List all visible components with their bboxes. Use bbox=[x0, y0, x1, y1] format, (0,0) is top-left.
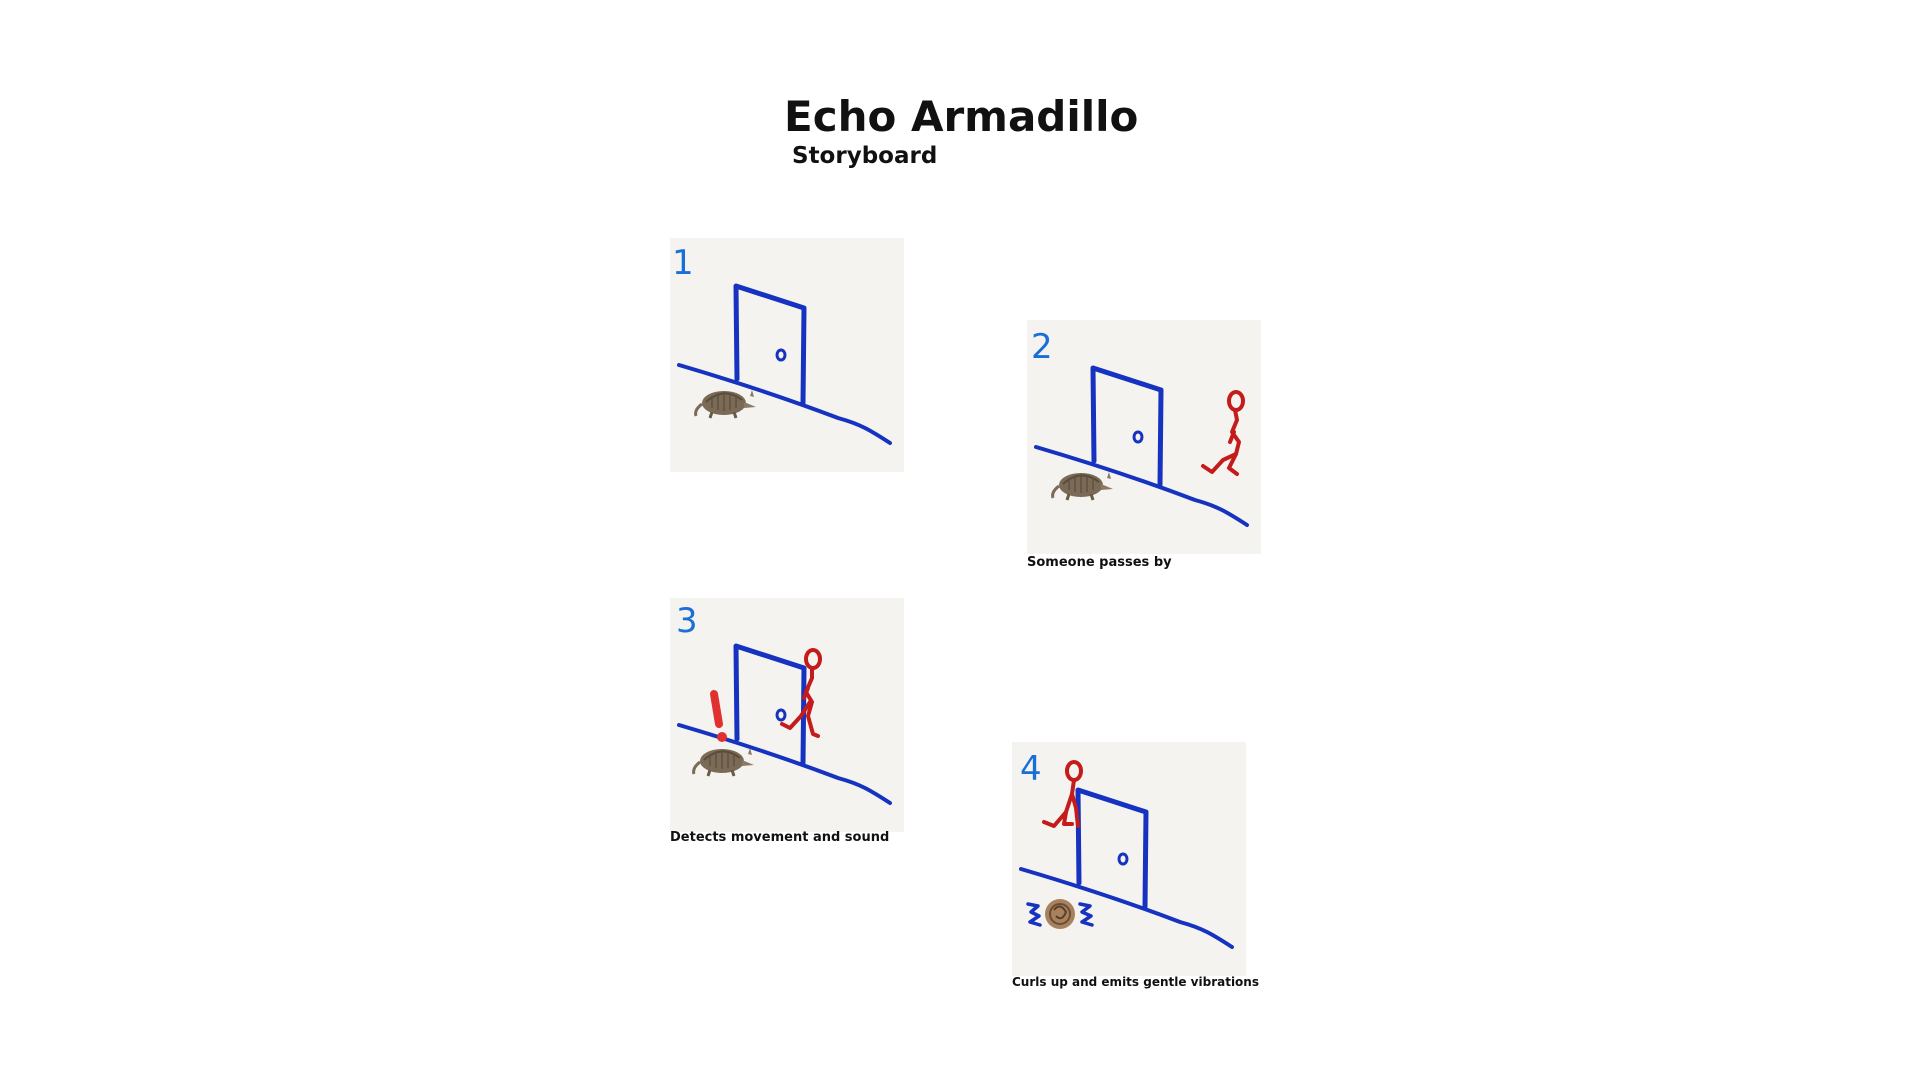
walking-person-icon bbox=[1042, 760, 1083, 828]
panel-4-sketch: 4 bbox=[1019, 749, 1234, 949]
storyboard-panel-4: 4 bbox=[1012, 742, 1246, 976]
door-icon bbox=[1090, 365, 1164, 488]
storyboard-panel-2: 2 bbox=[1027, 320, 1261, 554]
storyboard-panel-3: 3 bbox=[670, 598, 904, 832]
door-icon bbox=[733, 283, 807, 406]
doorknob-icon bbox=[1132, 430, 1144, 444]
page-subtitle: Storyboard bbox=[792, 143, 938, 169]
panel-3-sketch: 3 bbox=[676, 601, 892, 805]
page-title: Echo Armadillo bbox=[784, 92, 1139, 141]
floor-line bbox=[677, 723, 892, 805]
walking-person-icon bbox=[780, 648, 822, 738]
doorknob-icon bbox=[1117, 852, 1129, 866]
panel-2-sketch: 2 bbox=[1031, 327, 1249, 527]
doorknob-icon bbox=[775, 708, 787, 722]
panel-number: 1 bbox=[672, 243, 694, 283]
panel-number: 3 bbox=[676, 601, 698, 641]
vibration-marks-icon bbox=[1026, 902, 1094, 927]
doorknob-icon bbox=[775, 348, 787, 362]
floor-line bbox=[1034, 445, 1249, 527]
panel-number: 4 bbox=[1020, 749, 1042, 789]
exclamation-icon bbox=[710, 690, 727, 742]
panel-3-caption: Detects movement and sound bbox=[670, 830, 890, 845]
walking-person-icon bbox=[1201, 390, 1245, 476]
floor-line bbox=[677, 363, 892, 445]
panel-4-caption: Curls up and emits gentle vibrations bbox=[1012, 975, 1259, 989]
armadillo-icon bbox=[694, 390, 756, 419]
armadillo-icon bbox=[692, 748, 754, 777]
panel-number: 2 bbox=[1031, 327, 1053, 367]
armadillo-icon bbox=[1051, 472, 1113, 501]
panel-1-sketch: 1 bbox=[672, 243, 892, 445]
panel-2-caption: Someone passes by bbox=[1027, 555, 1172, 570]
floor-line bbox=[1019, 867, 1234, 949]
curled-armadillo-icon bbox=[1045, 899, 1075, 929]
storyboard-panel-1: 1 bbox=[670, 238, 904, 472]
door-icon bbox=[1075, 787, 1149, 910]
